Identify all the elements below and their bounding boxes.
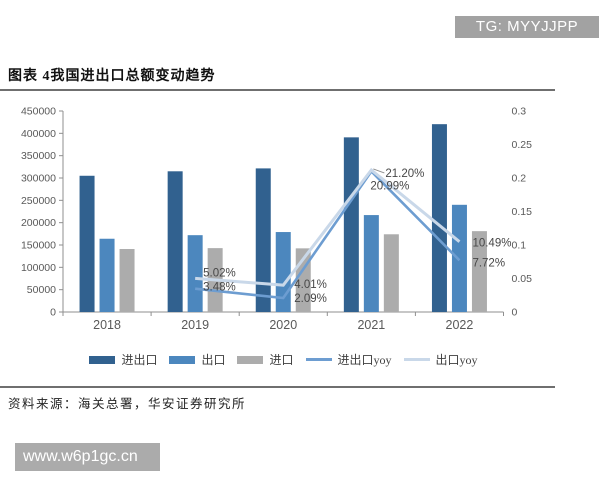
svg-text:350000: 350000 (21, 150, 56, 162)
source-note: 资料来源：海关总署，华安证券研究所 (8, 397, 247, 411)
source-divider (0, 386, 555, 388)
chart-canvas: 0 50000 100000 150000 200000 250000 300000 3500… (21, 106, 533, 333)
svg-text:21.20%: 21.20% (385, 168, 424, 180)
svg-text:3.48%: 3.48% (203, 282, 236, 294)
total-trade-bar-swatch-icon (89, 355, 116, 364)
svg-text:7.72%: 7.72% (472, 257, 505, 269)
svg-text:0.2: 0.2 (512, 173, 527, 185)
svg-text:2019: 2019 (181, 318, 209, 332)
figure-title: 图表 4我国进出口总额变动趋势 (8, 69, 216, 84)
svg-text:150000: 150000 (21, 240, 56, 252)
legend-item-export-yoy: 出口yoy (403, 351, 478, 368)
svg-text:20.99%: 20.99% (370, 180, 409, 192)
x-axis (62, 311, 504, 316)
bar (431, 124, 447, 312)
export-yoy-line-swatch-icon (403, 358, 430, 361)
yoy-line (195, 169, 461, 300)
total-trade-yoy-line-swatch-icon (305, 358, 332, 361)
bar (275, 232, 291, 312)
bar (119, 249, 135, 312)
svg-text:2018: 2018 (93, 318, 121, 332)
bar (99, 238, 115, 312)
svg-text:300000: 300000 (21, 173, 56, 185)
bar (79, 175, 95, 312)
legend-label: 出口yoy (435, 353, 478, 367)
svg-text:2020: 2020 (269, 318, 297, 332)
svg-text:5.02%: 5.02% (203, 267, 236, 279)
legend-label: 出口 (201, 353, 226, 367)
title-divider (0, 89, 555, 91)
export-bar-swatch-icon (169, 355, 196, 364)
tg-badge: TG: MYYJJPP (455, 16, 599, 38)
svg-text:0: 0 (512, 307, 518, 319)
bar (451, 204, 467, 312)
left-axis: 0 50000 100000 150000 200000 250000 300000 3500… (21, 106, 64, 319)
watermark-badge: www.w6p1gc.cn (15, 443, 160, 471)
svg-text:2.09%: 2.09% (294, 293, 327, 305)
svg-text:0.3: 0.3 (512, 106, 527, 118)
svg-text:50000: 50000 (27, 284, 56, 296)
svg-text:450000: 450000 (21, 106, 56, 118)
legend-item-import: 进口 (237, 351, 294, 368)
year-labels: 2018 2019 2020 2021 2022 (93, 318, 473, 332)
svg-text:0: 0 (50, 307, 56, 319)
bar (363, 215, 379, 312)
svg-text:0.05: 0.05 (512, 273, 533, 285)
svg-text:2021: 2021 (357, 318, 385, 332)
bar (167, 171, 183, 312)
svg-text:2022: 2022 (446, 318, 474, 332)
svg-text:0.15: 0.15 (512, 206, 533, 218)
yoy-line (195, 167, 461, 287)
legend-label: 进口 (269, 353, 294, 367)
svg-text:0.1: 0.1 (512, 240, 527, 252)
import-bar-swatch-icon (237, 355, 264, 364)
svg-text:4.01%: 4.01% (294, 279, 327, 291)
legend-label: 进出口yoy (337, 353, 392, 367)
svg-text:400000: 400000 (21, 128, 56, 140)
svg-text:0.25: 0.25 (512, 139, 533, 151)
bar (471, 231, 487, 312)
chart-legend: 进出口 出口 进口 进出口yoy 出口yoy (63, 351, 504, 368)
legend-item-total-trade-yoy: 进出口yoy (305, 351, 392, 368)
svg-text:10.49%: 10.49% (472, 238, 511, 250)
svg-text:250000: 250000 (21, 195, 56, 207)
bar (383, 234, 399, 312)
svg-text:200000: 200000 (21, 217, 56, 229)
legend-label: 进出口 (121, 353, 158, 367)
bar (255, 168, 271, 312)
bar (343, 137, 359, 312)
data-labels: 3.48% 2.09% 20.99% 7.72% 5.02% 4.01% 21.20% 10.… (203, 168, 511, 305)
legend-item-export: 出口 (169, 351, 225, 368)
legend-item-total-trade: 进出口 (89, 351, 157, 368)
bar (187, 235, 203, 312)
svg-text:100000: 100000 (21, 262, 56, 274)
yoy-lines (195, 167, 461, 300)
right-axis: 0 0.05 0.1 0.15 0.2 0.25 0.3 (512, 106, 533, 319)
